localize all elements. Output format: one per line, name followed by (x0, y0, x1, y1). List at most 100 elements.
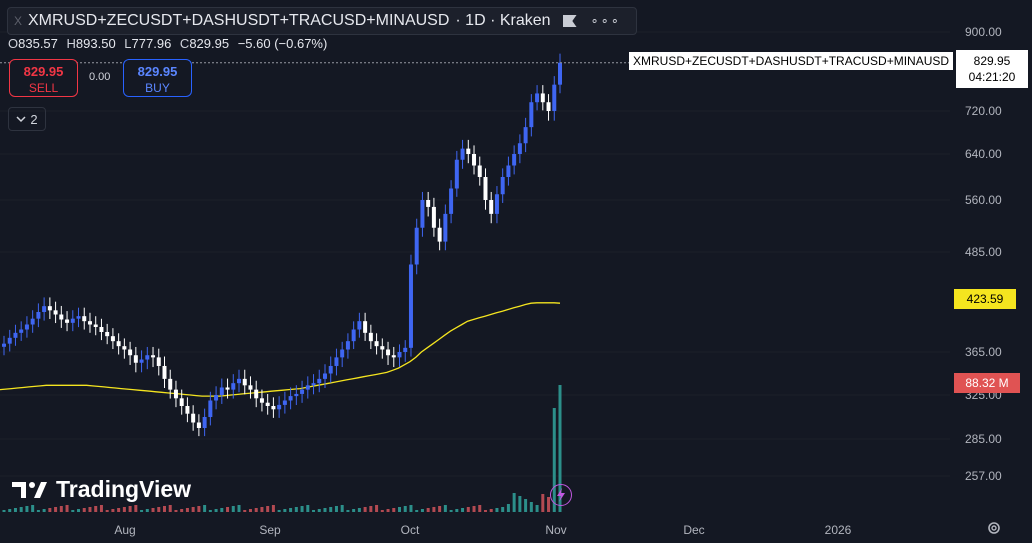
volume-bar (117, 508, 121, 512)
tradingview-logo[interactable]: TradingView (12, 476, 191, 503)
candle-body (386, 349, 391, 356)
volume-bar (398, 507, 402, 512)
price-axis-tick: 285.00 (965, 432, 1002, 446)
candle-body (24, 324, 29, 330)
volume-tag: 88.32 M (954, 373, 1020, 393)
candle-body (506, 165, 511, 177)
volume-bar (203, 505, 207, 512)
candle-body (466, 148, 471, 154)
volume-bar (403, 506, 407, 512)
moving-average-tag: 423.59 (954, 289, 1016, 309)
settings-gear-icon[interactable] (986, 520, 1002, 536)
candle-body (477, 165, 482, 177)
candle-body (529, 102, 534, 128)
volume-bar (48, 508, 52, 512)
candle-body (535, 93, 540, 103)
volume-bar (65, 505, 69, 512)
volume-bar (443, 505, 447, 512)
price-axis-tick: 640.00 (965, 147, 1002, 161)
candle-body (494, 194, 499, 214)
volume-bars (2, 385, 562, 512)
volume-bar (489, 509, 493, 512)
volume-bar (283, 509, 287, 512)
candle-body (552, 84, 557, 111)
candle-body (145, 355, 150, 360)
volume-bar (300, 506, 304, 512)
volume-bar (71, 510, 75, 512)
last-price-value: 829.95 (973, 54, 1011, 68)
candle-body (294, 393, 299, 397)
buy-button[interactable]: 829.95 BUY (123, 59, 192, 97)
close-label: C (179, 36, 190, 51)
volume-bar (134, 505, 138, 512)
candle-body (237, 378, 242, 384)
candle-body (156, 357, 161, 366)
volume-bar (180, 509, 184, 512)
volume-bar (243, 510, 247, 512)
remove-symbol-icon[interactable]: X (13, 14, 22, 28)
change-value: −5.60 (−0.67%) (237, 36, 328, 51)
sell-price: 829.95 (23, 64, 64, 79)
volume-bar (558, 385, 562, 512)
candle-body (408, 264, 413, 348)
volume-bar (478, 505, 482, 512)
candle-body (558, 62, 562, 85)
flag-icon[interactable] (562, 15, 577, 27)
spread-value: 0.00 (89, 71, 111, 83)
candle-body (271, 406, 276, 410)
candle-body (420, 200, 425, 228)
price-axis-tick: 365.00 (965, 345, 1002, 359)
candle-body (517, 143, 522, 154)
candle-body (414, 227, 419, 265)
candle-body (311, 383, 316, 386)
bar-countdown: 04:21:20 (968, 70, 1016, 84)
time-axis-tick: Nov (545, 523, 566, 537)
candle-body (105, 332, 110, 337)
volume-bar (455, 509, 459, 512)
symbol-title-bar[interactable]: X XMRUSD+ZECUSDT+DASHUSDT+TRACUSD+MINAUS… (7, 7, 637, 35)
volume-bar (214, 509, 218, 512)
sell-label: SELL (28, 81, 59, 95)
volume-bar (151, 508, 155, 512)
candle-body (454, 159, 459, 189)
symbol-name[interactable]: XMRUSD+ZECUSDT+DASHUSDT+TRACUSD+MINAUSD (28, 12, 450, 29)
interval-exchange: · 1D · Kraken (455, 12, 551, 29)
candle-body (110, 336, 115, 342)
volume-bar (54, 507, 58, 512)
volume-bar (472, 506, 476, 512)
last-price-tag: 829.95 04:21:20 (956, 50, 1028, 88)
volume-bar (220, 508, 224, 512)
candle-body (19, 329, 24, 333)
sell-button[interactable]: 829.95 SELL (9, 59, 78, 97)
volume-bar (294, 507, 298, 512)
volume-bar (552, 408, 556, 512)
candle-body (13, 332, 18, 338)
flash-icon[interactable] (550, 484, 572, 506)
candle-body (374, 341, 379, 347)
high-value: 893.50 (75, 36, 116, 51)
volume-bar (82, 508, 86, 512)
volume-bar (432, 507, 436, 512)
volume-bar (122, 507, 126, 512)
candle-body (248, 385, 253, 390)
candle-body (225, 387, 230, 390)
volume-bar (2, 510, 6, 512)
volume-bar (501, 507, 505, 512)
candle-body (380, 346, 385, 350)
candle-body (523, 127, 528, 144)
buy-price: 829.95 (137, 64, 178, 79)
candle-body (540, 93, 545, 103)
volume-bar (271, 505, 275, 512)
candle-body (322, 373, 327, 379)
more-options-icon[interactable]: ∘∘∘ (590, 13, 621, 28)
volume-bar (518, 496, 522, 512)
volume-bar (357, 508, 361, 512)
open-value: 835.57 (18, 36, 58, 51)
volume-bar (208, 510, 212, 512)
price-axis-tick: 560.00 (965, 193, 1002, 207)
volume-bar (346, 510, 350, 512)
indicators-collapse-button[interactable]: 2 (8, 107, 46, 131)
candle-body (128, 349, 133, 356)
price-axis-tick: 720.00 (965, 104, 1002, 118)
